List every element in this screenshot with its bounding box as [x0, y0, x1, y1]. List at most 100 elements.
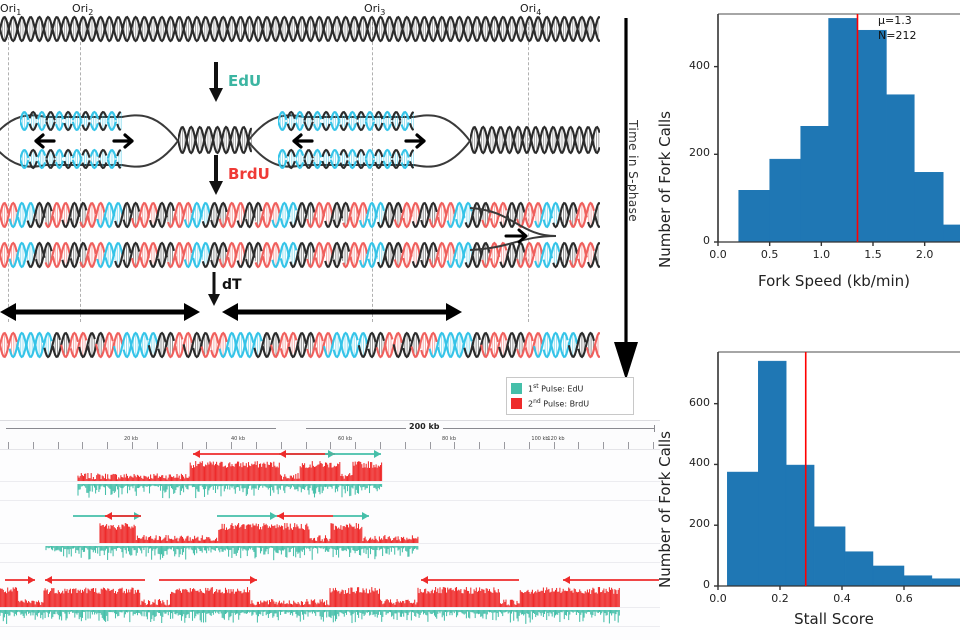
ruler-tick-label: 40 kb	[230, 436, 246, 442]
y-tick-label: 400	[689, 456, 710, 470]
track-separator	[0, 481, 660, 482]
legend-swatch-edu	[511, 383, 522, 394]
dna-edu-strand-1-bot	[278, 146, 414, 172]
ruler-tick	[256, 442, 257, 449]
scale-bar-left	[6, 428, 276, 429]
fork-call-arrow[interactable]	[190, 448, 282, 460]
fork-call-arrow[interactable]	[560, 574, 662, 586]
dna-helix-final	[0, 331, 600, 359]
fork-call-arrow[interactable]	[322, 448, 384, 460]
dna-unreplicated	[0, 15, 600, 43]
fork-call-arrow[interactable]	[2, 574, 38, 586]
fork-call-arrow[interactable]	[274, 510, 336, 522]
ruler-tick	[280, 442, 282, 449]
ruler-tick	[330, 442, 332, 449]
fork-call-arrow[interactable]	[418, 574, 522, 586]
fork-call-arrow[interactable]	[156, 574, 260, 586]
read-track-signal	[45, 523, 419, 561]
dna-helix-mixed	[0, 201, 600, 229]
ruler-tick	[305, 442, 307, 449]
x-tick-label: 0.0	[709, 592, 727, 605]
fork-speed-xlabel: Fork Speed (kb/min)	[758, 272, 910, 290]
time-in-s-phase-label: Time in S-phase	[626, 120, 640, 223]
x-tick-label: 1.5	[864, 248, 882, 261]
legend-item-edu: 1st Pulse: EdU	[511, 381, 629, 396]
scale-bar-cap	[654, 425, 655, 432]
origin-label-1: Ori1	[0, 2, 22, 18]
track-separator	[0, 500, 660, 501]
origin-guide-line-3	[372, 22, 373, 322]
dna-helix-edu	[278, 148, 414, 170]
ruler-tick	[553, 442, 555, 449]
dna-sister-duplex-2	[0, 240, 600, 270]
replicon-span-arrow-1	[0, 303, 200, 321]
y-tick-label: 0	[703, 578, 710, 591]
fork-speed-histogram: Number of Fork Calls Fork Speed (kb/min)…	[656, 0, 960, 318]
stall-score-histogram: Number of Fork Calls Stall Score 0.0 0.2 0…	[656, 320, 960, 640]
dna-row-unreplicated	[0, 14, 660, 48]
ruler-tick	[479, 442, 481, 449]
dna-unreplicated-segment-0	[178, 124, 252, 156]
edu-step-arrow	[209, 62, 223, 102]
annotation-line: μ=1.3	[878, 14, 912, 27]
x-tick-label: 2.0	[915, 248, 934, 261]
origin-label-2: Ori2	[72, 2, 94, 18]
brdu-step-arrow	[209, 155, 223, 195]
x-tick-label: 0.4	[833, 592, 851, 605]
ruler-tick	[504, 442, 505, 449]
track-separator	[0, 607, 660, 608]
ruler-tick	[628, 442, 629, 449]
dna-helix-edu	[20, 148, 122, 170]
ruler-tick	[57, 442, 59, 449]
dna-helix-edu	[278, 110, 414, 132]
fork-call-arrow[interactable]	[330, 510, 372, 522]
ruler-tick	[156, 442, 158, 449]
ruler-tick	[132, 442, 133, 449]
origin-guide-line-2	[80, 22, 81, 322]
ruler-tick	[107, 442, 109, 449]
annotation-line: N=212	[878, 28, 917, 42]
genome-ruler[interactable]: 200 kb 20 kb 40 kb 60 kb 80 kb 100 kb 120 kb	[0, 420, 660, 450]
origin-label-3: Ori3	[364, 2, 386, 18]
origin-guide-line-1	[8, 22, 9, 322]
ruler-tick	[231, 442, 233, 449]
ruler-tick-label: 100 kb	[531, 436, 549, 442]
scale-bar-right	[306, 428, 654, 429]
x-tick-label: 0.6	[895, 592, 913, 605]
ruler-tick	[404, 442, 406, 449]
dna-row-dt	[0, 330, 660, 364]
scale-bar-label: 200 kb	[406, 422, 443, 431]
track-separator	[0, 562, 660, 563]
fork-call-arrow[interactable]	[214, 510, 280, 522]
x-tick-label: 1.0	[812, 248, 831, 261]
brdu-step-label: BrdU	[228, 165, 270, 183]
y-tick-label: 400	[689, 58, 710, 72]
fork-call-arrow[interactable]	[42, 574, 148, 586]
legend-swatch-brdu	[511, 398, 522, 409]
x-tick-label: 0.2	[771, 592, 789, 605]
dna-sister-duplex-1	[0, 200, 600, 230]
stall-score-plot-area	[714, 351, 960, 590]
read-track[interactable]	[0, 512, 660, 572]
read-track[interactable]	[0, 450, 660, 510]
track-separator	[0, 543, 660, 544]
read-track[interactable]	[0, 576, 660, 636]
legend-item-brdu: 2nd Pulse: BrdU	[511, 396, 629, 411]
dt-step-label: dT	[222, 277, 242, 293]
pulse-legend: 1st Pulse: EdU 2nd Pulse: BrdU	[506, 377, 634, 415]
fork-speed-plot-area	[714, 13, 960, 246]
read-track-signal	[77, 461, 383, 499]
ruler-tick	[603, 442, 605, 449]
dna-row-brdu	[0, 200, 660, 272]
fork-call-arrow[interactable]	[102, 510, 144, 522]
dna-edu-strand-0-top	[20, 108, 122, 134]
time-in-s-phase-arrow	[614, 18, 638, 380]
track-separator	[0, 626, 660, 627]
x-tick-label: 0.5	[760, 248, 779, 261]
origin-label-4: Ori4	[520, 2, 542, 18]
dna-row-edu-bubbles	[0, 108, 660, 174]
legend-label-edu: 1st Pulse: EdU	[528, 383, 584, 394]
dna-helix-black	[470, 125, 600, 155]
ruler-tick	[380, 442, 381, 449]
genome-browser-panel[interactable]: 200 kb 20 kb 40 kb 60 kb 80 kb 100 kb 120 kb	[0, 420, 660, 640]
